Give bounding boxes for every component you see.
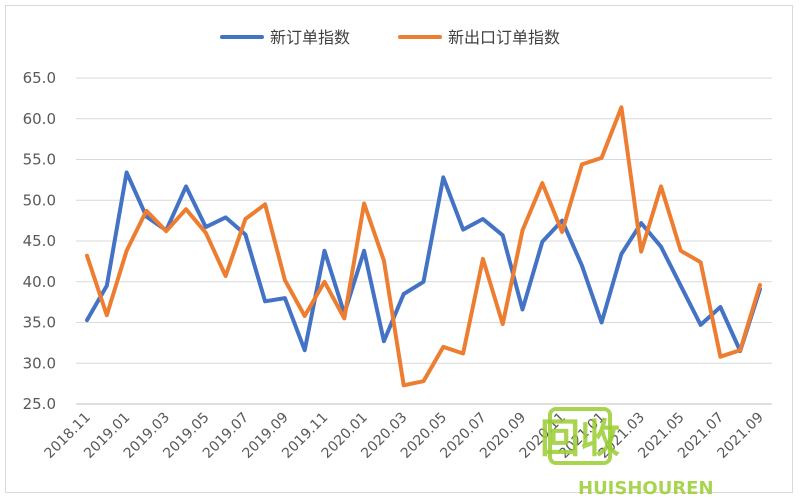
y-tick-label: 45.0 [23, 232, 56, 250]
y-tick-label: 50.0 [23, 191, 56, 209]
watermark-logo-text: 回收 [540, 416, 620, 462]
y-tick-label: 40.0 [23, 273, 56, 291]
y-tick-label: 25.0 [23, 395, 56, 413]
gridlines [76, 77, 772, 364]
y-tick-label: 30.0 [23, 354, 56, 372]
y-axis-ticks: 25.0 30.0 35.0 40.0 45.0 50.0 55.0 60.0 65.0 [23, 69, 56, 413]
legend: 新订单指数 新出口订单指数 [220, 28, 560, 47]
y-tick-label: 65.0 [23, 69, 56, 87]
y-tick-label: 55.0 [23, 151, 56, 169]
series-line-1 [85, 105, 762, 388]
y-tick-label: 35.0 [23, 314, 56, 332]
y-tick-label: 60.0 [23, 110, 56, 128]
legend-label-0: 新订单指数 [270, 28, 350, 47]
watermark-logo: 回收 HUISHOUREN [540, 407, 714, 499]
x-axis-ticks: 2018.112019.012019.032019.052019.072019.… [42, 410, 767, 462]
watermark-brand-text: HUISHOUREN [578, 478, 714, 499]
legend-label-1: 新出口订单指数 [448, 28, 560, 47]
series-lines [85, 105, 762, 388]
